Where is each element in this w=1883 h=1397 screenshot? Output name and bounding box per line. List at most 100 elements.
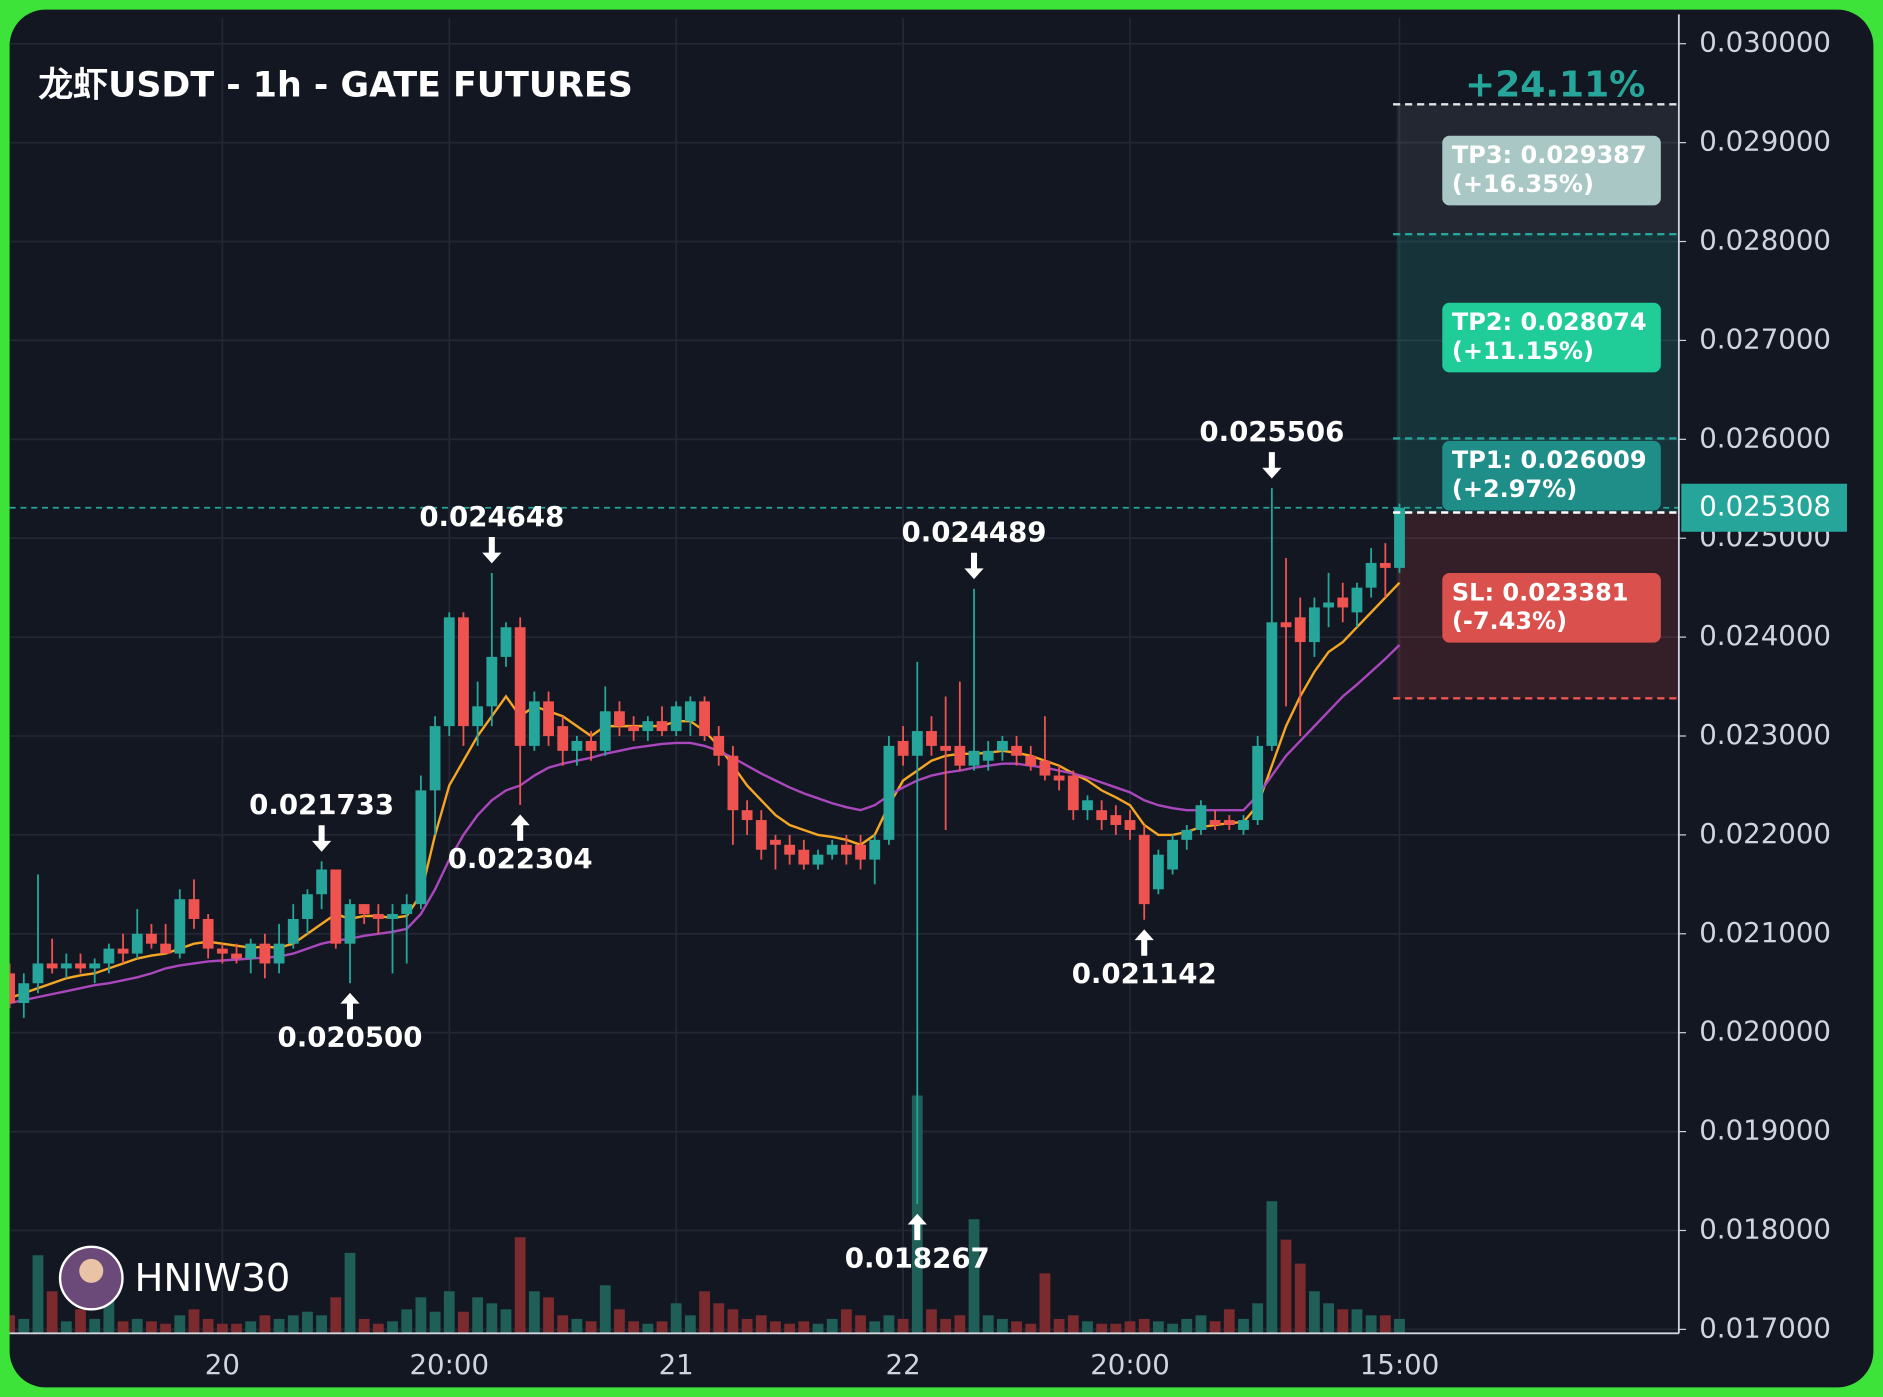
volume-bar (699, 1291, 710, 1334)
volume-bar (855, 1315, 866, 1334)
volume-bar (1379, 1315, 1391, 1334)
volume-bar (940, 1318, 952, 1334)
volume-bar (486, 1303, 498, 1334)
volume-bar (216, 1323, 228, 1334)
candle-body (855, 844, 866, 860)
level-change: (-7.43%) (1452, 607, 1567, 635)
volume-bar (1067, 1315, 1079, 1334)
level-box (1442, 302, 1661, 373)
arrow (340, 992, 360, 1020)
y-tick-label: 0.019000 (1699, 1114, 1831, 1147)
volume-bar (1110, 1323, 1122, 1334)
volume-bar (684, 1315, 696, 1334)
arrow (312, 825, 332, 852)
volume (9, 1095, 1405, 1334)
volume-bar (1308, 1291, 1320, 1334)
volume-bar (18, 1318, 30, 1334)
volume-bar (330, 1297, 342, 1334)
y-tick-label: 0.028000 (1699, 224, 1831, 257)
volume-bar (415, 1297, 427, 1334)
candle-body (883, 745, 895, 840)
candle-body (174, 899, 186, 954)
candle-body (103, 948, 115, 964)
candle-body (287, 918, 299, 944)
volume-bar (1025, 1323, 1037, 1334)
candle-body (401, 904, 413, 915)
candle-body (146, 933, 157, 944)
candle-body (344, 904, 356, 944)
volume-bar (571, 1318, 583, 1334)
annotation: 0.021142 (1072, 957, 1217, 990)
volume-bar (656, 1321, 668, 1334)
volume-bar (798, 1321, 810, 1334)
volume-bar (32, 1255, 44, 1334)
annotation: 0.018267 (845, 1241, 990, 1274)
candle-body (1379, 562, 1391, 568)
volume-bar (897, 1318, 909, 1334)
candle-body (1110, 815, 1122, 826)
volume-bar (75, 1309, 86, 1334)
candle-body (996, 740, 1008, 751)
candle-body (1124, 820, 1136, 830)
volume-bar (46, 1291, 58, 1334)
candle-body (1152, 854, 1164, 890)
volume-bar (429, 1311, 441, 1334)
candle-body (812, 854, 824, 865)
candle-body (1053, 775, 1065, 781)
candle-body (415, 790, 427, 905)
annotation: 0.024489 (902, 515, 1047, 548)
volume-bar (202, 1318, 214, 1334)
candle-body (500, 627, 512, 657)
candle-body (259, 943, 271, 964)
candle-body (1394, 507, 1405, 568)
level-box (1442, 135, 1661, 206)
volume-bar (585, 1321, 597, 1334)
candle-body (117, 948, 129, 954)
candle-body (202, 918, 214, 949)
candle-body (387, 914, 398, 919)
candle-body (1082, 800, 1093, 811)
volume-bar (174, 1315, 186, 1334)
volume-bar (514, 1237, 526, 1334)
volume-bar (146, 1321, 157, 1334)
candle-body (670, 706, 682, 732)
y-tick-label: 0.027000 (1699, 322, 1831, 355)
arrow (510, 814, 530, 841)
candle-body (1195, 805, 1207, 830)
volume-bar (1039, 1273, 1051, 1334)
volume-bar (89, 1318, 101, 1334)
gain-label: +24.11% (1465, 64, 1645, 105)
annotation: 0.020500 (278, 1020, 423, 1053)
volume-bar (543, 1297, 554, 1334)
volume-bar (755, 1315, 767, 1334)
candle-body (1308, 607, 1320, 643)
volume-bar (1195, 1315, 1207, 1334)
x-tick-label: 22 (886, 1348, 921, 1381)
volume-bar (1365, 1315, 1377, 1334)
volume-bar (231, 1323, 242, 1334)
candle-body (75, 963, 86, 969)
volume-bar (812, 1323, 824, 1334)
candle-body (1039, 760, 1051, 776)
candle-body (188, 899, 200, 919)
level-label: TP3: 0.029387 (1452, 141, 1647, 169)
candle-body (1323, 602, 1334, 608)
candle-body (1351, 587, 1363, 613)
volume-bar (670, 1303, 682, 1334)
volume-bar (1152, 1321, 1164, 1334)
level-change: (+16.35%) (1452, 170, 1594, 198)
volume-bar (982, 1315, 994, 1334)
candle-body (358, 904, 370, 915)
candle-body (770, 839, 781, 845)
arrow (482, 536, 502, 564)
level-label: SL: 0.023381 (1452, 578, 1629, 606)
candle-body (472, 706, 484, 727)
candle-body (713, 736, 725, 756)
candle-body (897, 740, 909, 756)
arrow (1134, 929, 1154, 956)
candle-body (699, 701, 710, 737)
candle-body (982, 750, 994, 761)
avatar-face (79, 1258, 104, 1283)
volume-bar (1323, 1303, 1334, 1334)
candle-body (1209, 820, 1221, 826)
